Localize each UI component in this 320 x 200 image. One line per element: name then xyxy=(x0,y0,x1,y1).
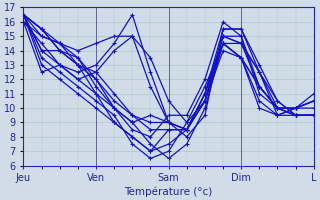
X-axis label: Température (°c): Température (°c) xyxy=(124,186,213,197)
